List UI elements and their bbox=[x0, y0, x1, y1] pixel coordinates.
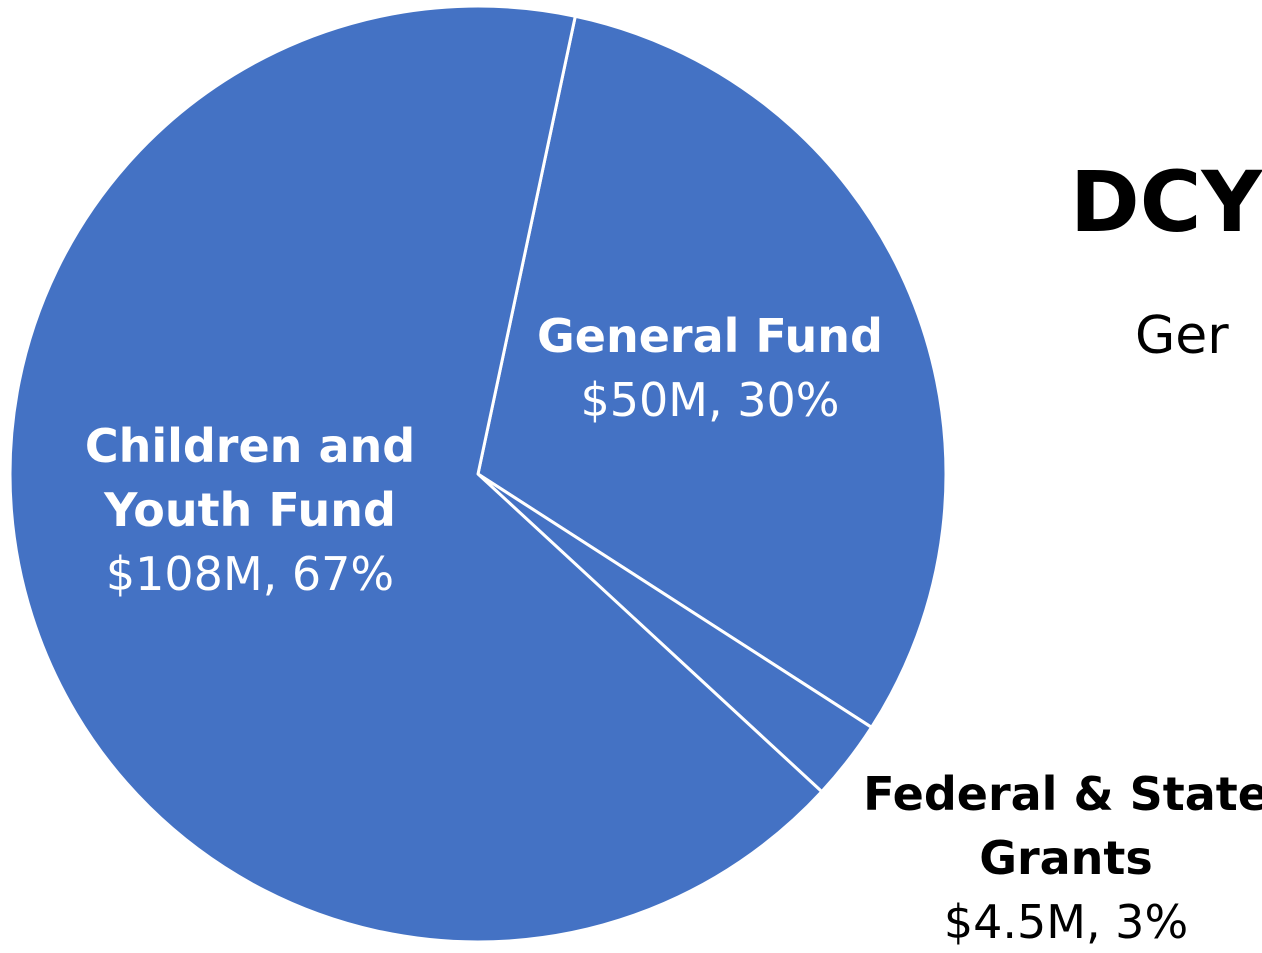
chart-subtitle: Ger bbox=[1135, 306, 1229, 366]
pie-slice-children-and-youth-fund bbox=[8, 4, 824, 944]
pie-label-name-line: Grants bbox=[979, 831, 1153, 885]
pie-label-value: $50M, 30% bbox=[581, 373, 840, 427]
pie-slice-general-fund bbox=[476, 14, 948, 729]
pie-label-children-and-youth-fund: Children and Youth Fund $108M, 67% bbox=[85, 419, 415, 601]
pie-label-value: $108M, 67% bbox=[106, 547, 394, 601]
pie-label-name-line: General Fund bbox=[537, 309, 883, 363]
pie-label-name-line: Federal & State bbox=[863, 767, 1262, 821]
pie-label-name-line: Youth Fund bbox=[103, 483, 396, 537]
pie-label-federal-and-state-grants: Federal & State Grants $4.5M, 3% bbox=[863, 767, 1262, 949]
pie-label-value: $4.5M, 3% bbox=[944, 895, 1188, 949]
pie-label-name-line: Children and bbox=[85, 419, 415, 473]
pie-label-general-fund: General Fund $50M, 30% bbox=[537, 309, 883, 427]
chart-title: DCY bbox=[1070, 153, 1262, 251]
